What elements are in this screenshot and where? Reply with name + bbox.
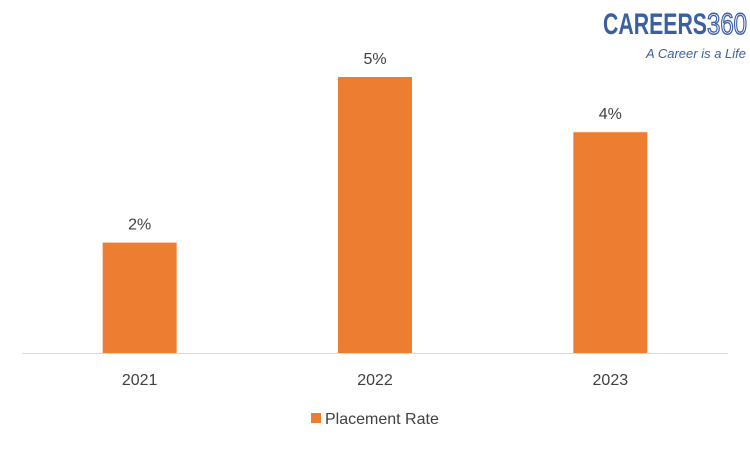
data-label-2021: 2% [128,217,151,234]
data-label-2023: 4% [599,106,622,123]
data-label-2022: 5% [363,51,386,68]
logo-wordmark: CAREERS [603,8,707,41]
bar-2021 [102,242,177,353]
bars-layer: 2% 5% 4% [102,51,648,353]
logo-tagline: A Career is a Life [645,46,746,61]
careers360-logo: CAREERS 360 A Career is a Life [603,7,748,61]
legend-swatch [311,413,321,423]
x-tick-label-2021: 2021 [122,372,158,389]
bar-2022 [338,77,412,353]
legend-label-placement-rate: Placement Rate [325,411,439,428]
x-tick-label-2022: 2022 [357,372,393,389]
bar-2023 [573,132,648,353]
logo-number: 360 [707,8,747,41]
x-tick-label-2023: 2023 [593,372,629,389]
tick-labels: 2021 2022 2023 [122,372,628,389]
legend: Placement Rate [311,411,439,428]
